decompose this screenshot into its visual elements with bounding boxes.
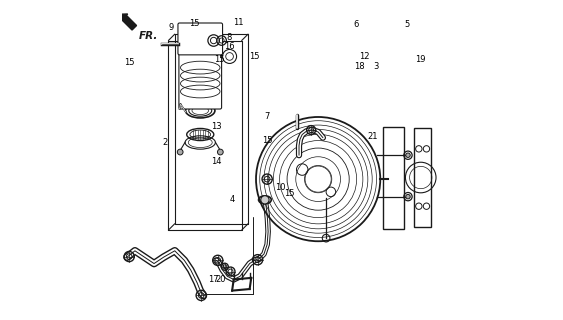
Text: 3: 3	[373, 61, 378, 70]
Text: 11: 11	[233, 18, 244, 27]
FancyBboxPatch shape	[179, 49, 222, 109]
Text: 17: 17	[208, 275, 218, 284]
Text: 20: 20	[215, 275, 226, 284]
Text: 15: 15	[124, 58, 135, 67]
Text: FR.: FR.	[139, 31, 158, 41]
Text: 6: 6	[354, 20, 359, 29]
Circle shape	[261, 196, 269, 204]
Text: 21: 21	[367, 132, 378, 140]
Circle shape	[177, 149, 183, 155]
Circle shape	[406, 153, 410, 157]
Text: 15: 15	[249, 52, 260, 61]
Circle shape	[406, 195, 410, 199]
FancyBboxPatch shape	[178, 23, 222, 55]
Circle shape	[305, 166, 331, 192]
Text: 19: 19	[415, 55, 425, 64]
Text: 10: 10	[275, 183, 285, 192]
Text: 15: 15	[262, 136, 272, 145]
Text: 13: 13	[211, 122, 221, 131]
Text: 15: 15	[189, 19, 199, 28]
Bar	[383, 126, 404, 228]
Text: 2: 2	[163, 138, 168, 147]
Text: 15: 15	[284, 189, 294, 198]
Text: 12: 12	[359, 52, 369, 61]
Text: 8: 8	[226, 33, 231, 42]
Text: 4: 4	[230, 195, 235, 204]
Text: 14: 14	[211, 157, 221, 166]
Circle shape	[217, 149, 223, 155]
FancyArrow shape	[120, 14, 137, 30]
Text: 5: 5	[405, 20, 410, 29]
Bar	[414, 128, 431, 227]
Text: 15: 15	[214, 55, 225, 64]
Text: 7: 7	[265, 113, 270, 122]
Text: 9: 9	[169, 23, 174, 32]
Text: 16: 16	[225, 42, 235, 52]
Text: 18: 18	[354, 61, 365, 70]
